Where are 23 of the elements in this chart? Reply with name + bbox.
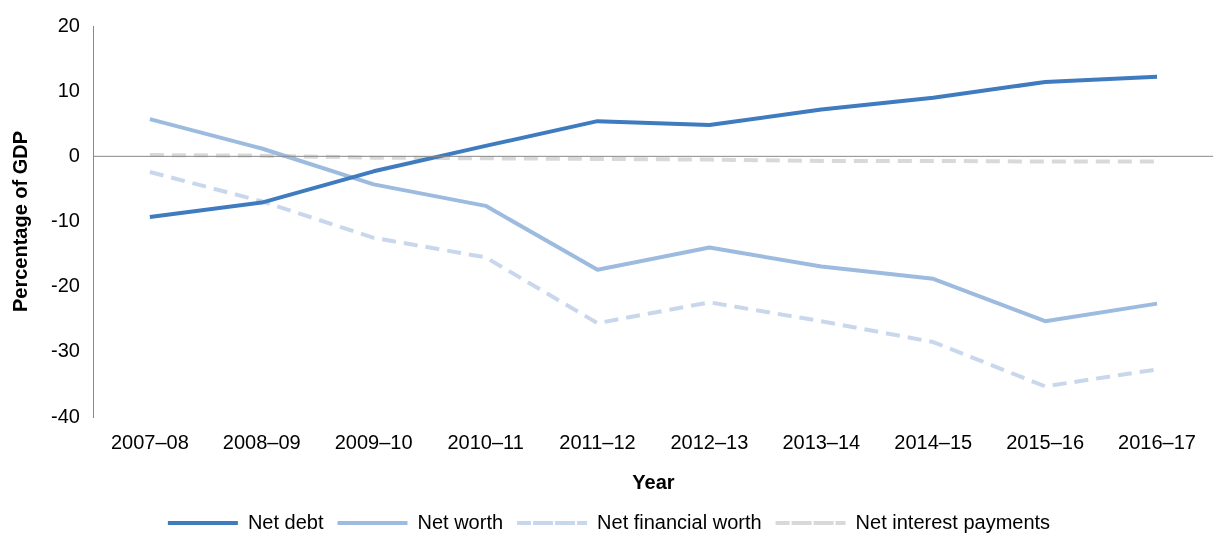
x-tick-label: 2007–08: [110, 430, 189, 453]
x-tick-label: 2009–10: [334, 430, 413, 453]
y-tick-label: -40: [51, 404, 80, 427]
x-tick-label: 2013–14: [782, 430, 861, 453]
y-tick-label: 10: [57, 78, 80, 101]
x-axis-title: Year: [632, 470, 675, 493]
x-tick-label: 2015–16: [1006, 430, 1085, 453]
x-tick-label: 2014–15: [894, 430, 973, 453]
y-tick-label: -20: [51, 274, 80, 297]
x-tick-label: 2008–09: [222, 430, 301, 453]
y-tick-label: 0: [68, 143, 80, 166]
x-tick-label: 2010–11: [447, 430, 524, 453]
y-tick-label: -10: [51, 209, 80, 232]
legend-label: Net worth: [417, 510, 504, 533]
x-tick-label: 2011–12: [559, 430, 636, 453]
y-tick-label: -30: [51, 339, 80, 362]
y-axis-title: Percentage of GDP: [8, 130, 31, 313]
legend-label: Net financial worth: [597, 510, 762, 533]
legend-label: Net interest payments: [855, 510, 1051, 533]
y-tick-label: 20: [57, 13, 80, 36]
legend-label: Net debt: [247, 510, 324, 533]
x-tick-label: 2012–13: [670, 430, 749, 453]
x-tick-label: 2016–17: [1118, 430, 1196, 453]
